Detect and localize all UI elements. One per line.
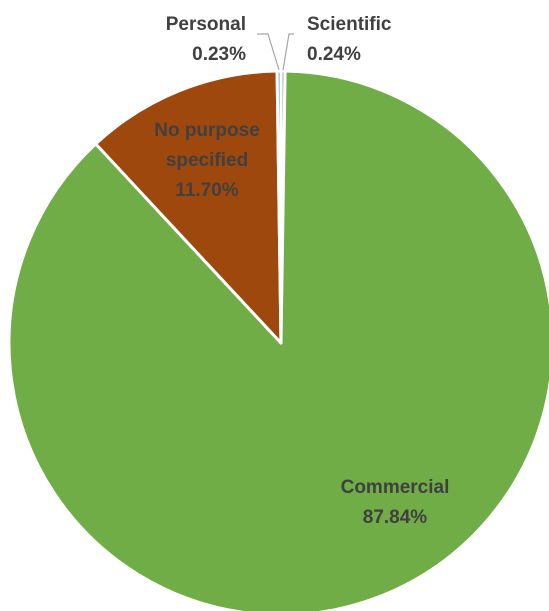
data-label-scientific: Scientific 0.24% <box>307 14 392 65</box>
leader-line-personal <box>257 33 280 71</box>
pie-slice-no-purpose-specified <box>94 69 283 345</box>
data-label-commercial: Commercial 87.84% <box>341 477 450 528</box>
pie-slice-personal <box>275 69 283 345</box>
pie-slices <box>7 69 549 611</box>
data-labels: Scientific 0.24% Commercial 87.84% No purpos… <box>154 14 449 528</box>
leader-lines <box>257 33 294 71</box>
leader-line-scientific <box>282 33 294 71</box>
data-label-personal: Personal 0.23% <box>166 14 246 65</box>
data-label-no-purpose-specified: No purpose specified 11.70% <box>154 120 260 201</box>
